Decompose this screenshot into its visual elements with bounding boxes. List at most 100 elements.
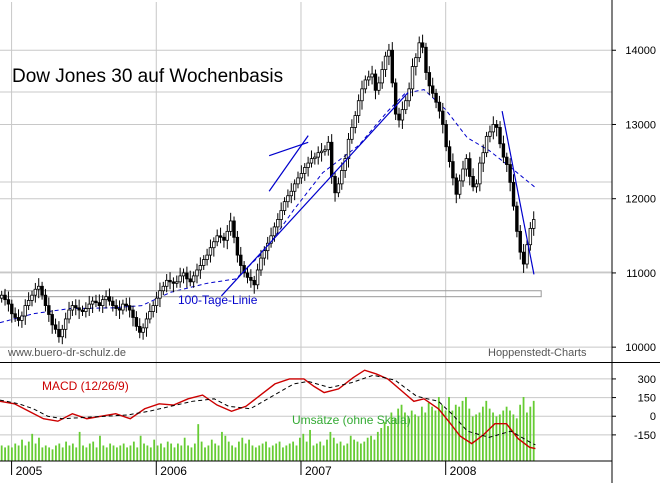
macd-label: MACD (12/26/9) bbox=[42, 379, 129, 393]
candle-body bbox=[451, 161, 455, 179]
volume-label: Umsätze (ohne Skala) bbox=[292, 413, 411, 427]
candle-body bbox=[444, 124, 448, 148]
grid bbox=[0, 2, 612, 461]
candle-body bbox=[478, 162, 482, 185]
volume-bars bbox=[0, 396, 535, 461]
candle-body bbox=[404, 100, 408, 111]
volume-bar bbox=[207, 445, 210, 461]
candle-body bbox=[282, 201, 287, 211]
volume-bar bbox=[271, 445, 274, 461]
volume-bar bbox=[122, 443, 125, 461]
volume-bar bbox=[400, 404, 403, 461]
candle-body bbox=[228, 220, 233, 232]
candle-body bbox=[367, 76, 371, 81]
candle-body bbox=[370, 73, 374, 78]
candle-body bbox=[501, 143, 506, 158]
volume-bar bbox=[197, 424, 200, 461]
candle-body bbox=[144, 318, 149, 329]
volume-bar bbox=[92, 441, 95, 461]
year-tick-label: 2006 bbox=[160, 464, 187, 478]
volume-bar bbox=[383, 422, 386, 461]
volume-bar bbox=[359, 443, 362, 461]
candle-body bbox=[154, 297, 159, 306]
candle-body bbox=[87, 303, 91, 309]
support-band bbox=[3, 290, 542, 298]
volume-bar bbox=[532, 400, 535, 461]
candle-body bbox=[326, 141, 331, 151]
candle-body bbox=[336, 183, 341, 194]
candle-body bbox=[67, 309, 71, 320]
candle-body bbox=[363, 79, 368, 90]
candle-body bbox=[494, 124, 499, 128]
volume-bar bbox=[356, 441, 359, 461]
volume-bar bbox=[437, 396, 440, 461]
candle-body bbox=[420, 42, 425, 48]
volume-bar bbox=[448, 396, 450, 461]
volume-bar bbox=[139, 435, 142, 461]
volume-bar bbox=[315, 443, 318, 461]
volume-bar bbox=[102, 445, 105, 461]
candle-body bbox=[151, 305, 155, 312]
volume-bar bbox=[268, 447, 271, 461]
volume-bar bbox=[241, 437, 244, 461]
volume-bar bbox=[410, 410, 413, 461]
volume-bar bbox=[105, 447, 108, 461]
volume-bar bbox=[298, 437, 301, 461]
candle-body bbox=[37, 285, 41, 290]
candle-body bbox=[70, 305, 75, 311]
trend-lines bbox=[220, 92, 535, 297]
volume-bar bbox=[471, 416, 474, 461]
candle-body bbox=[474, 183, 479, 188]
candle-body bbox=[515, 205, 519, 232]
volume-bar bbox=[10, 447, 13, 461]
candle-body bbox=[121, 303, 125, 311]
candle-body bbox=[225, 230, 229, 241]
volume-bar bbox=[143, 443, 145, 461]
volume-bar bbox=[112, 445, 115, 461]
volume-bar bbox=[132, 441, 135, 461]
candle-body bbox=[141, 327, 145, 333]
candle-body bbox=[303, 167, 307, 174]
volume-bar bbox=[478, 412, 481, 461]
candle-body bbox=[117, 308, 122, 311]
volume-bar bbox=[55, 445, 57, 461]
volume-bar bbox=[85, 447, 88, 461]
candle-body bbox=[124, 303, 128, 307]
volume-bar bbox=[332, 437, 335, 461]
candle-body bbox=[511, 181, 516, 207]
candle-body bbox=[232, 220, 236, 238]
candle-body bbox=[33, 288, 38, 296]
candle-body bbox=[255, 269, 260, 286]
candle-body bbox=[454, 177, 458, 195]
volume-bar bbox=[210, 439, 213, 461]
candle-body bbox=[94, 300, 98, 304]
macd-tick-label: 300 bbox=[638, 374, 656, 386]
volume-bar bbox=[217, 445, 220, 461]
candle-body bbox=[350, 127, 354, 140]
volume-bar bbox=[231, 445, 234, 461]
volume-bar bbox=[302, 433, 305, 461]
volume-bar bbox=[200, 441, 203, 461]
volume-bar bbox=[468, 408, 471, 461]
volume-bar bbox=[505, 406, 508, 461]
volume-bar bbox=[34, 443, 37, 461]
candle-body bbox=[457, 180, 462, 195]
volume-bar bbox=[116, 447, 118, 461]
volume-bar bbox=[126, 447, 128, 461]
candle-body bbox=[380, 69, 384, 84]
candle-body bbox=[353, 115, 357, 128]
volume-bar bbox=[370, 435, 372, 461]
candle-body bbox=[410, 66, 415, 90]
volume-bar bbox=[248, 439, 250, 461]
volume-bar bbox=[95, 447, 98, 461]
candle-body bbox=[518, 230, 522, 253]
volume-bar bbox=[146, 445, 149, 461]
volume-bar bbox=[261, 443, 264, 461]
candle-body bbox=[434, 92, 438, 103]
candle-body bbox=[178, 275, 182, 283]
volume-bar bbox=[7, 445, 10, 461]
volume-bar bbox=[163, 447, 166, 461]
volume-bar bbox=[27, 441, 30, 461]
candle-body bbox=[323, 149, 327, 152]
